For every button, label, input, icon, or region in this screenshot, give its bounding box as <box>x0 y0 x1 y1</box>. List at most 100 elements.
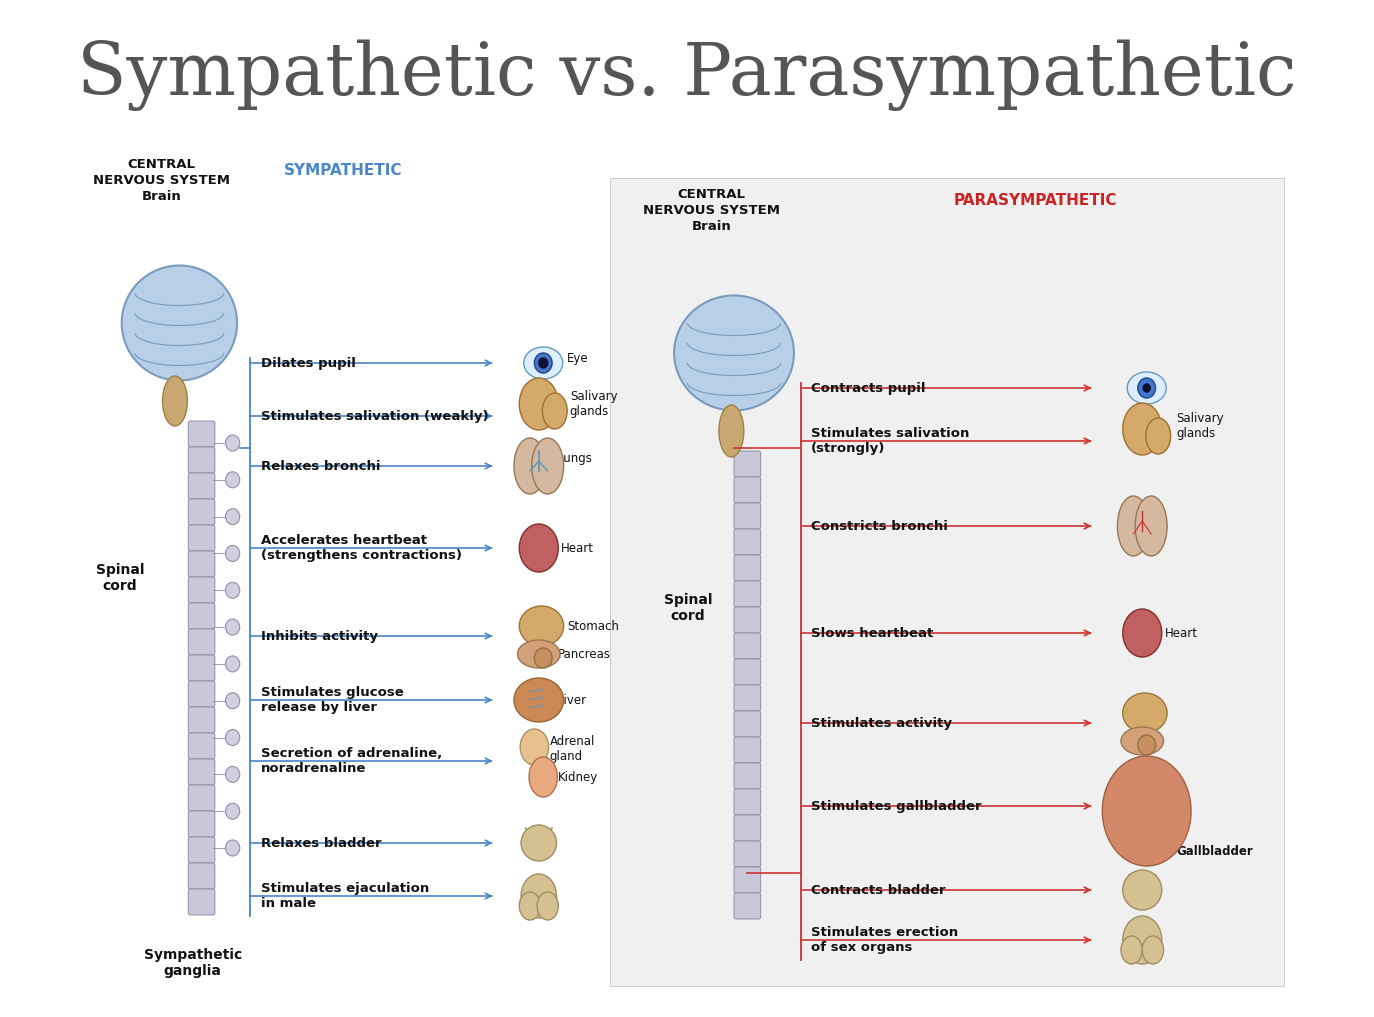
Text: Slows heartbeat: Slows heartbeat <box>811 626 933 640</box>
Text: Stimulates activity: Stimulates activity <box>811 717 952 729</box>
Ellipse shape <box>537 892 558 920</box>
FancyBboxPatch shape <box>188 551 214 577</box>
Ellipse shape <box>162 376 187 426</box>
FancyBboxPatch shape <box>734 711 761 737</box>
Ellipse shape <box>521 729 548 765</box>
Ellipse shape <box>1102 756 1191 866</box>
Ellipse shape <box>519 378 558 430</box>
Circle shape <box>225 545 239 561</box>
FancyBboxPatch shape <box>188 473 214 499</box>
Ellipse shape <box>514 438 545 494</box>
Text: Gallbladder: Gallbladder <box>1176 844 1253 857</box>
Text: Stimulates salivation (weakly): Stimulates salivation (weakly) <box>261 410 489 422</box>
Ellipse shape <box>1123 870 1162 910</box>
FancyBboxPatch shape <box>188 785 214 811</box>
FancyBboxPatch shape <box>734 659 761 685</box>
FancyBboxPatch shape <box>734 477 761 503</box>
Text: Heart: Heart <box>1164 626 1198 640</box>
Text: Pancreas: Pancreas <box>558 648 611 660</box>
Text: Stimulates glucose
release by liver: Stimulates glucose release by liver <box>261 686 404 714</box>
Circle shape <box>225 693 239 709</box>
Circle shape <box>225 472 239 488</box>
Text: Contracts pupil: Contracts pupil <box>811 381 926 395</box>
Ellipse shape <box>532 438 563 494</box>
FancyBboxPatch shape <box>188 421 214 447</box>
Ellipse shape <box>122 265 238 380</box>
FancyBboxPatch shape <box>734 685 761 711</box>
Text: Secretion of adrenaline,
noradrenaline: Secretion of adrenaline, noradrenaline <box>261 747 442 775</box>
Text: PARASYMPATHETIC: PARASYMPATHETIC <box>954 193 1117 208</box>
Text: Stimulates gallbladder: Stimulates gallbladder <box>811 799 982 813</box>
FancyBboxPatch shape <box>188 759 214 785</box>
Ellipse shape <box>1142 936 1164 964</box>
FancyBboxPatch shape <box>734 529 761 555</box>
FancyBboxPatch shape <box>734 868 761 893</box>
Circle shape <box>225 729 239 745</box>
Circle shape <box>225 619 239 635</box>
FancyBboxPatch shape <box>188 629 214 655</box>
FancyBboxPatch shape <box>188 577 214 603</box>
Text: Stimulates ejaculation
in male: Stimulates ejaculation in male <box>261 882 429 910</box>
Circle shape <box>225 840 239 856</box>
Ellipse shape <box>1121 727 1164 755</box>
Ellipse shape <box>1146 418 1171 454</box>
Text: Inhibits activity: Inhibits activity <box>261 630 378 643</box>
Text: Accelerates heartbeat
(strengthens contractions): Accelerates heartbeat (strengthens contr… <box>261 534 462 562</box>
FancyBboxPatch shape <box>610 178 1285 986</box>
Ellipse shape <box>521 825 556 861</box>
Text: Spinal
cord: Spinal cord <box>664 593 712 623</box>
Text: Eye: Eye <box>567 352 589 364</box>
Text: Liver: Liver <box>558 694 588 707</box>
Ellipse shape <box>519 892 540 920</box>
Text: Lungs: Lungs <box>558 452 594 465</box>
Ellipse shape <box>539 358 548 368</box>
FancyBboxPatch shape <box>734 503 761 529</box>
Ellipse shape <box>1138 378 1156 398</box>
FancyBboxPatch shape <box>188 889 214 915</box>
FancyBboxPatch shape <box>188 603 214 629</box>
FancyBboxPatch shape <box>734 841 761 868</box>
FancyBboxPatch shape <box>734 451 761 477</box>
Ellipse shape <box>1138 735 1156 755</box>
FancyBboxPatch shape <box>734 633 761 659</box>
Text: Salivary
glands: Salivary glands <box>1176 412 1224 440</box>
FancyBboxPatch shape <box>734 815 761 841</box>
Text: Stomach: Stomach <box>567 619 620 633</box>
Ellipse shape <box>543 393 567 429</box>
Ellipse shape <box>519 524 558 572</box>
Text: Adrenal
gland: Adrenal gland <box>550 735 595 763</box>
Text: Constricts bronchi: Constricts bronchi <box>811 520 948 533</box>
Text: Heart: Heart <box>561 541 594 554</box>
Ellipse shape <box>1123 916 1162 964</box>
Ellipse shape <box>534 353 552 373</box>
Ellipse shape <box>1117 496 1150 556</box>
FancyBboxPatch shape <box>87 148 583 988</box>
Text: Sympathetic vs. Parasympathetic: Sympathetic vs. Parasympathetic <box>77 40 1297 111</box>
Ellipse shape <box>675 296 794 411</box>
Text: Stimulates erection
of sex organs: Stimulates erection of sex organs <box>811 926 959 954</box>
Text: CENTRAL
NERVOUS SYSTEM
Brain: CENTRAL NERVOUS SYSTEM Brain <box>643 188 780 233</box>
Text: Relaxes bladder: Relaxes bladder <box>261 837 382 849</box>
Text: Kidney: Kidney <box>558 771 599 783</box>
FancyBboxPatch shape <box>188 707 214 733</box>
Ellipse shape <box>518 640 561 668</box>
FancyBboxPatch shape <box>188 499 214 525</box>
FancyBboxPatch shape <box>734 763 761 789</box>
Ellipse shape <box>519 606 563 646</box>
FancyBboxPatch shape <box>734 581 761 607</box>
Ellipse shape <box>521 874 556 918</box>
FancyBboxPatch shape <box>734 607 761 633</box>
Ellipse shape <box>1135 496 1167 556</box>
Circle shape <box>225 803 239 819</box>
Ellipse shape <box>719 405 743 457</box>
FancyBboxPatch shape <box>188 655 214 681</box>
FancyBboxPatch shape <box>734 893 761 919</box>
FancyBboxPatch shape <box>188 837 214 863</box>
FancyBboxPatch shape <box>734 737 761 763</box>
Circle shape <box>225 656 239 672</box>
Ellipse shape <box>1143 384 1150 392</box>
FancyBboxPatch shape <box>188 447 214 473</box>
Ellipse shape <box>1123 403 1162 455</box>
Ellipse shape <box>523 347 563 379</box>
Text: Relaxes bronchi: Relaxes bronchi <box>261 460 381 473</box>
